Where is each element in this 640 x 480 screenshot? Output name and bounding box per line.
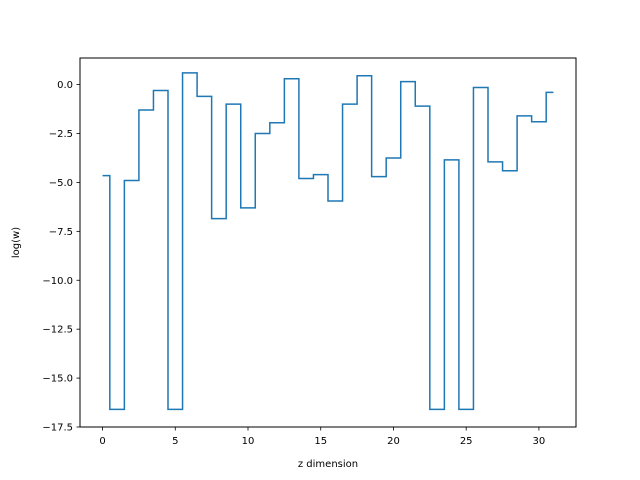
y-tick-label: −2.5 — [49, 129, 73, 140]
y-axis-label: log(w) — [11, 227, 22, 258]
y-tick-label: −5.0 — [49, 178, 73, 189]
y-tick-label: −7.5 — [49, 227, 73, 238]
x-axis-ticks: 0 5 10 15 20 25 30 — [99, 427, 545, 447]
y-tick-label: −17.5 — [42, 423, 73, 434]
y-tick-label: 0.0 — [57, 80, 73, 91]
y-tick-label: −12.5 — [42, 325, 73, 336]
x-tick-label: 30 — [533, 436, 546, 447]
y-axis-ticks: 0.0 −2.5 −5.0 −7.5 −10.0 −12.5 −15.0 −17.5 — [42, 80, 80, 434]
y-tick-label: −10.0 — [42, 276, 73, 287]
y-tick-label: −15.0 — [42, 374, 73, 385]
plot-frame — [79, 57, 577, 428]
x-tick-label: 10 — [242, 436, 255, 447]
x-tick-label: 25 — [460, 436, 473, 447]
series-step-line — [102, 72, 554, 411]
x-tick-label: 15 — [314, 436, 327, 447]
x-tick-label: 0 — [99, 436, 105, 447]
series-layer — [102, 72, 554, 411]
x-tick-label: 5 — [172, 436, 178, 447]
x-axis-label: z dimension — [298, 459, 358, 470]
x-tick-label: 20 — [387, 436, 400, 447]
